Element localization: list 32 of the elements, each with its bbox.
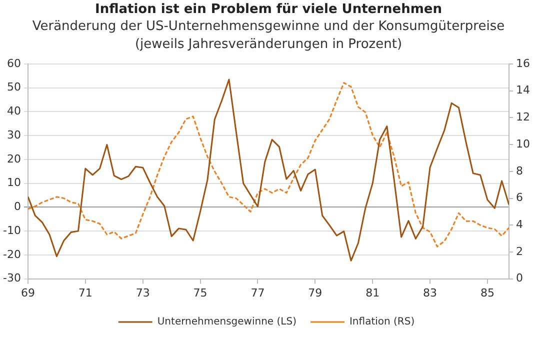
- x-tick-label: 73: [136, 286, 150, 300]
- y2-tick-label: 12: [516, 110, 530, 124]
- y-tick-label: -10: [3, 224, 21, 237]
- y2-tick-label: 10: [516, 137, 530, 150]
- y2-tick-label: 8: [516, 164, 524, 178]
- x-tick-label: 69: [20, 286, 35, 300]
- y-tick-label: 30: [6, 128, 21, 142]
- x-tick-label: 71: [78, 286, 92, 300]
- x-tick-label: 81: [366, 286, 380, 300]
- y-tick-label: -20: [3, 248, 21, 261]
- y-tick-label: 20: [6, 152, 21, 166]
- y-tick-label: 50: [6, 80, 21, 94]
- y-tick-label: 0: [14, 200, 21, 214]
- x-tick-label: 85: [480, 286, 494, 300]
- legend-label: Unternehmensgewinne (LS): [157, 316, 297, 328]
- y-tick-label: 10: [6, 176, 21, 190]
- y2-tick-label: 16: [516, 56, 530, 70]
- y2-tick-label: 14: [516, 84, 530, 97]
- y2-tick-label: 0: [516, 272, 524, 285]
- chart-subtitle: Veränderung der US-Unternehmensgewinne und der Konsumgüterpreise (jeweils Jahresveränderungen in Prozent): [31, 18, 506, 54]
- y-tick-label: 60: [6, 56, 21, 70]
- x-tick-label: 79: [308, 286, 322, 300]
- x-tick-label: 75: [193, 286, 208, 300]
- y2-tick-label: 6: [516, 191, 524, 204]
- y2-tick-label: 2: [516, 244, 524, 258]
- y-tick-label: -30: [3, 272, 21, 285]
- chart-title: Inflation ist ein Problem für viele Unternehmen: [94, 1, 443, 18]
- y-tick-label: 40: [6, 104, 21, 118]
- y2-tick-label: 4: [516, 218, 524, 231]
- x-tick-label: 83: [423, 286, 438, 300]
- x-tick-label: 77: [250, 286, 265, 300]
- legend-label: Inflation (RS): [349, 316, 415, 328]
